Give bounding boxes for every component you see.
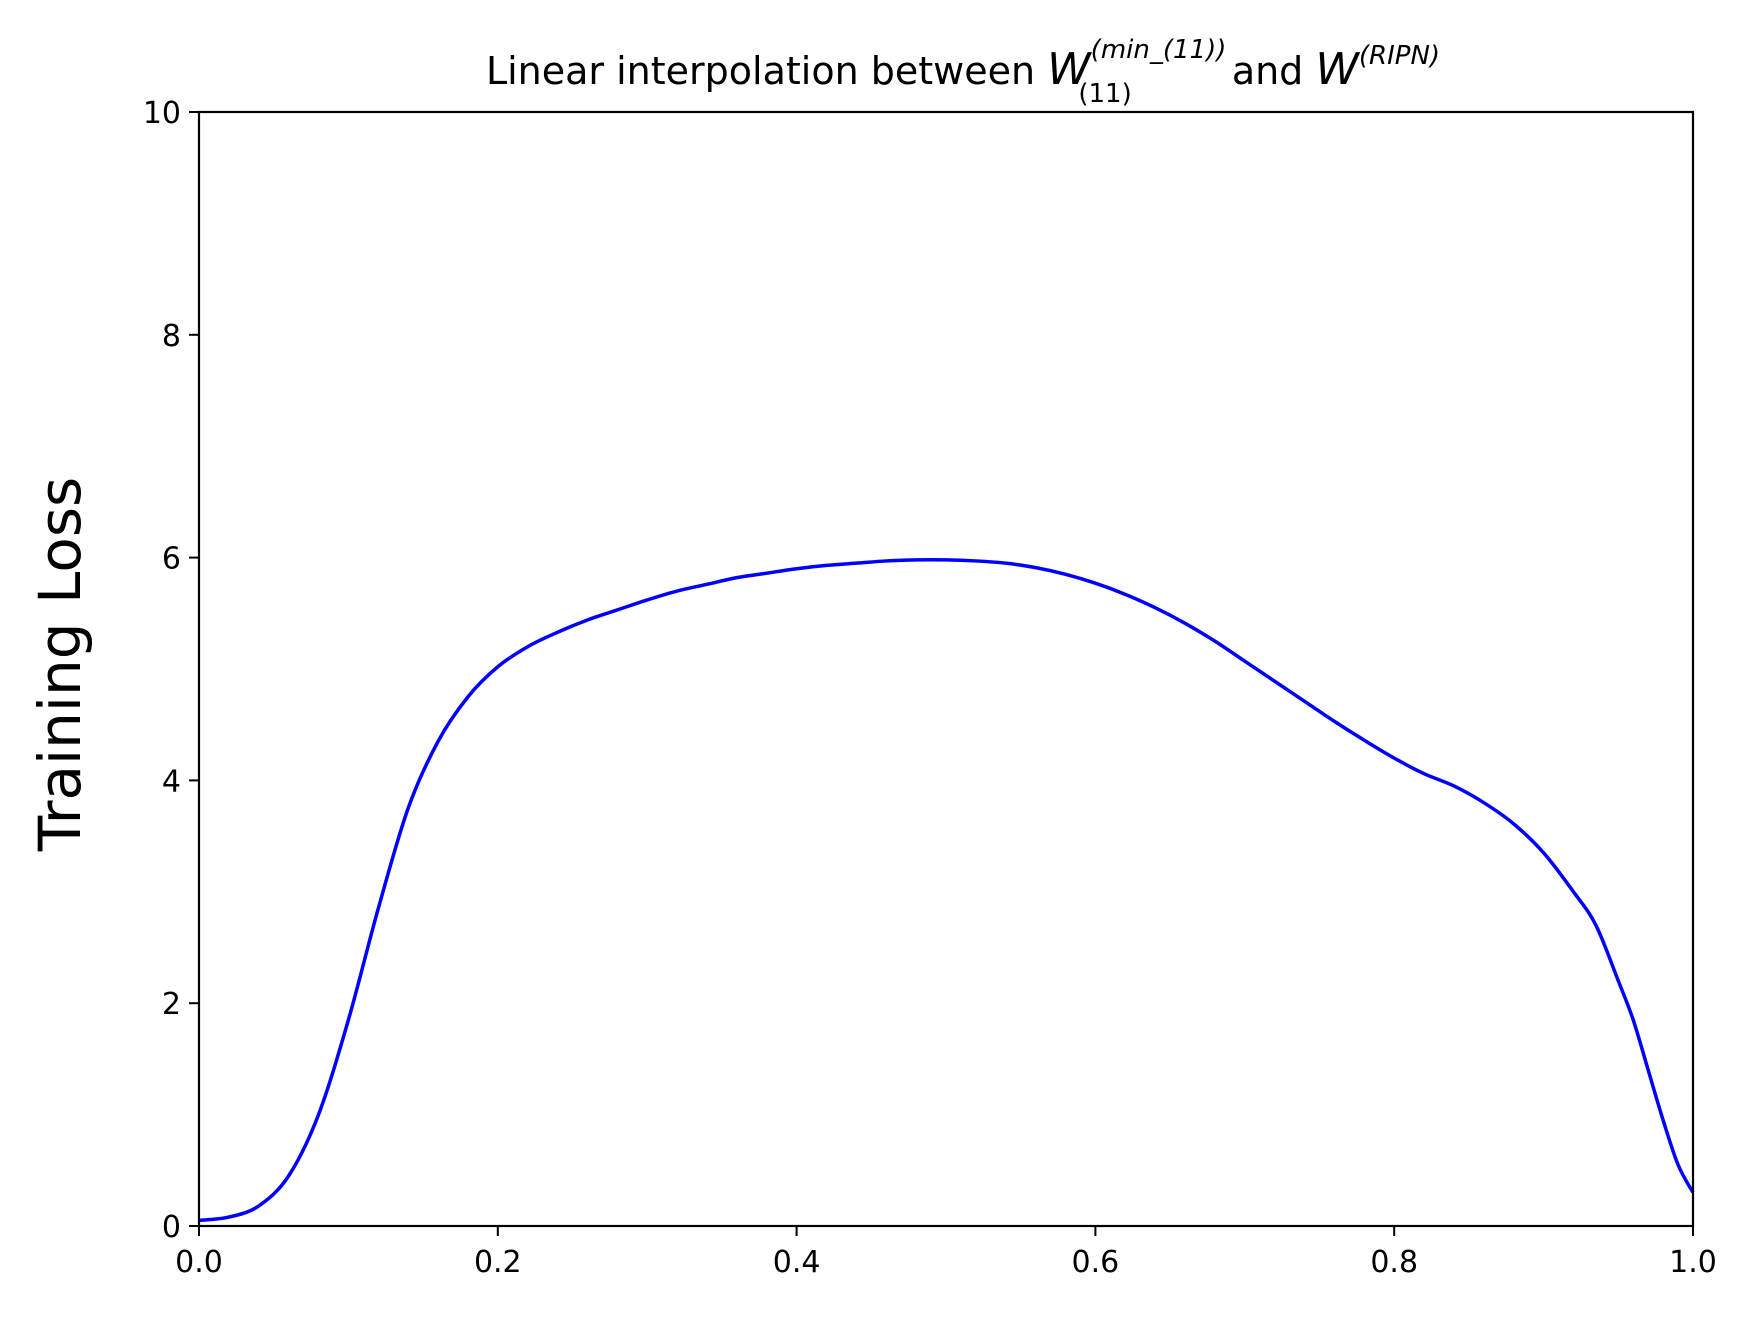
series-layer [198,557,1695,1223]
y-axis: 0 2 4 6 8 10 [143,96,199,1245]
chart-title: Linear interpolation between W(min_(11))… [486,35,1440,109]
x-tick-label: 0.4 [773,1245,821,1280]
y-tick-label: 0 [162,1210,181,1245]
x-tick-label: 1.0 [1669,1245,1717,1280]
title-weight-b: W [1315,44,1360,95]
y-tick-label: 2 [162,987,181,1022]
x-tick-label: 0.2 [474,1245,522,1280]
x-tick-label: 0.0 [175,1245,223,1280]
title-weight-b-superscript: (RIPN) [1359,41,1440,71]
series-line-0 [198,557,1695,1223]
title-weight-a: W [1047,44,1092,95]
title-prefix: Linear interpolation between [486,49,1047,93]
y-tick-label: 4 [162,764,181,799]
title-weight-a-superscript: (min_(11)) [1091,35,1227,65]
x-tick-label: 0.8 [1370,1245,1418,1280]
title-middle: and [1220,49,1316,93]
y-axis-label: Training Loss [26,477,94,853]
x-axis: 0.0 0.2 0.4 0.6 0.8 1.0 [175,1226,1717,1280]
y-tick-label: 8 [162,319,181,354]
y-tick-label: 6 [162,542,181,577]
plot-frame [197,110,1695,1228]
title-weight-a-subscript: (11) [1078,79,1131,109]
x-tick-label: 0.6 [1072,1245,1120,1280]
y-tick-label: 10 [143,96,181,131]
